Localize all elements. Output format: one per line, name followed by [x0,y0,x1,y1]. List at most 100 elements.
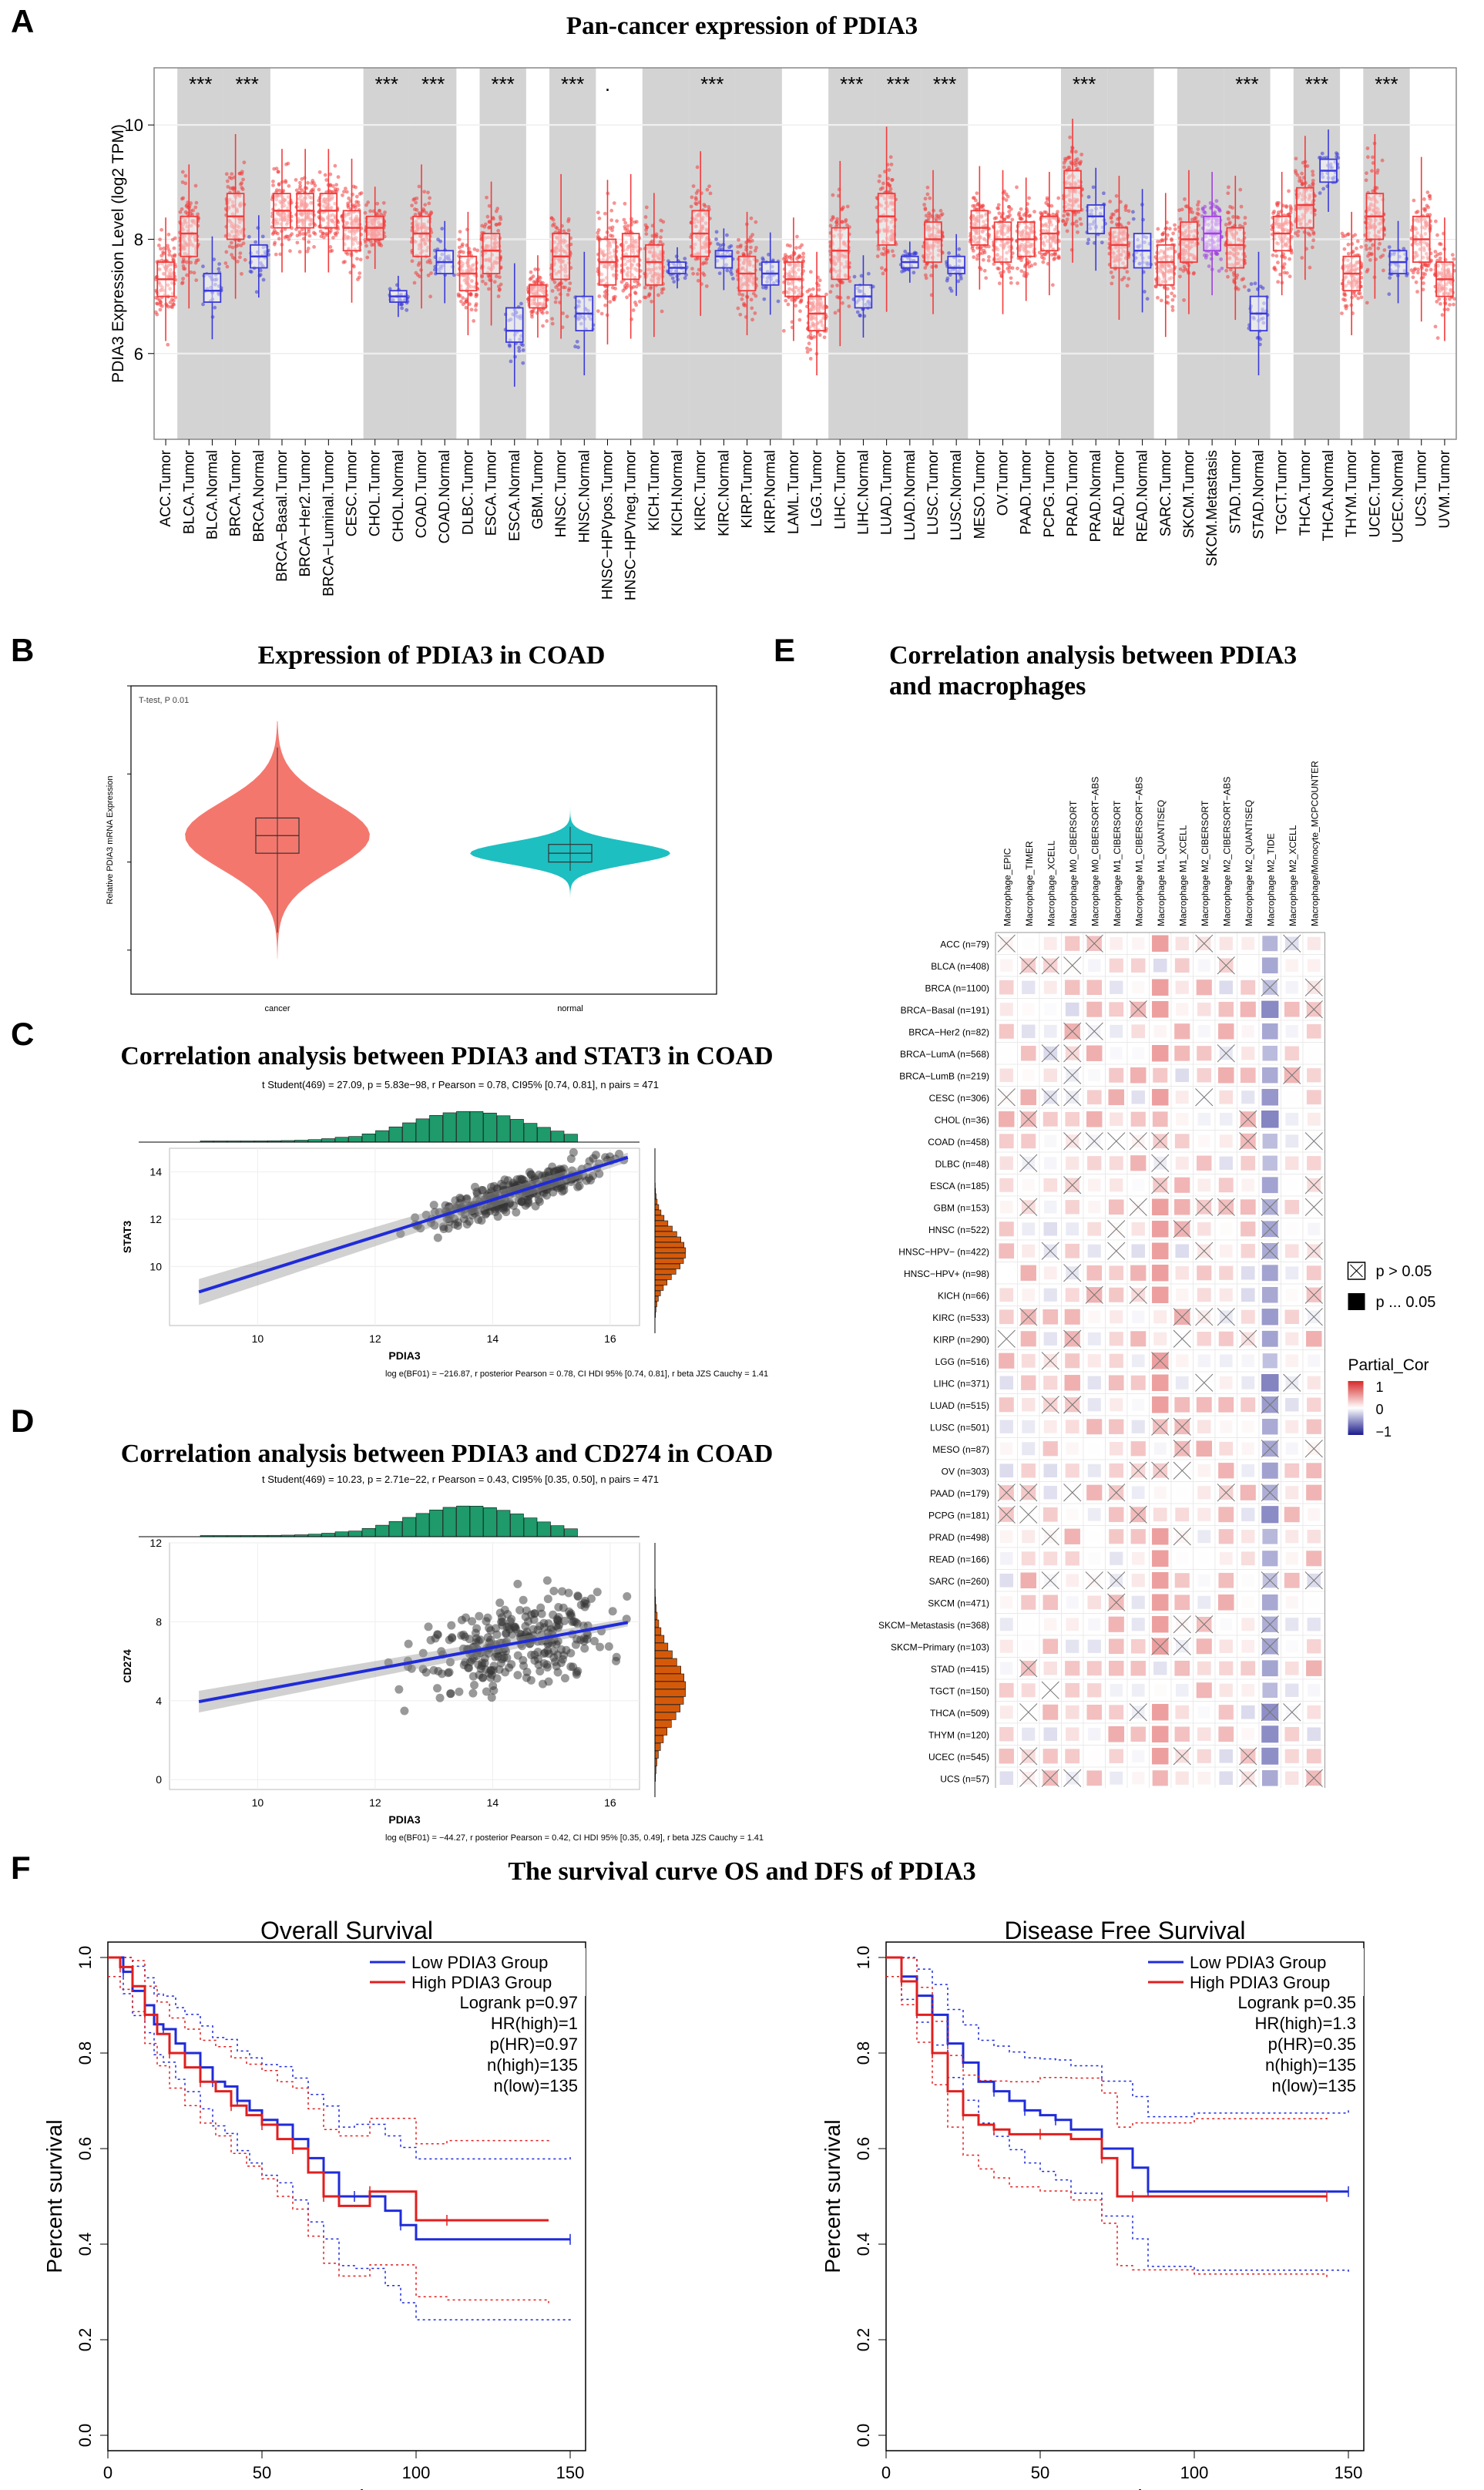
data-point [1288,257,1292,261]
box [1180,221,1198,264]
data-point [1051,212,1056,217]
data-point [487,220,492,224]
data-point [364,244,368,248]
data-point [499,282,503,287]
data-point [1253,281,1257,286]
data-point [1228,204,1232,209]
data-point [1039,255,1044,260]
data-point [521,343,525,348]
data-point [1009,276,1013,281]
shade-band [1060,68,1108,439]
data-point [201,264,205,269]
data-point [1195,211,1200,216]
x-tick-label: BRCA−Her2.Tumor [297,449,314,576]
data-point [366,200,371,204]
data-point [260,234,265,239]
data-point [565,314,569,319]
data-point [1016,266,1019,271]
data-point [1073,158,1078,163]
data-point [808,348,813,352]
data-point [811,287,815,291]
data-point [822,335,827,340]
data-point [781,257,786,261]
data-point [784,298,788,303]
data-point [1170,304,1175,309]
x-tick-label: READ.Tumor [1111,449,1127,536]
data-point [272,166,277,171]
data-point [180,170,185,174]
data-point [1415,271,1420,275]
data-point [227,175,232,180]
data-point [690,195,694,200]
data-point [1170,237,1173,241]
data-point [636,281,640,286]
data-point [1110,281,1114,286]
data-point [1249,282,1254,286]
data-point [922,203,927,207]
data-point [468,302,472,306]
data-point [1044,200,1049,205]
data-point [170,297,174,302]
data-point [171,257,176,262]
data-point [496,229,501,233]
data-point [1196,203,1200,207]
box [877,193,896,246]
x-tick-label: BRCA.Tumor [228,449,244,536]
data-point [1178,267,1183,271]
data-point [240,170,244,174]
data-point [1258,337,1263,341]
box [1086,204,1105,234]
data-point [1108,200,1113,203]
data-point [702,203,707,207]
data-point [797,245,802,250]
data-point [1131,217,1136,221]
x-tick-label: LUSC.Normal [948,450,965,540]
data-point [414,271,418,275]
data-point [355,257,359,261]
data-point [996,267,1001,271]
data-point [1110,220,1114,224]
data-point [554,285,559,289]
data-point [496,294,501,298]
data-point [1412,198,1416,203]
data-point [1340,231,1345,236]
data-point [1196,207,1200,211]
data-point [561,311,566,315]
data-point [1145,297,1150,301]
data-point [1335,151,1338,156]
data-point [1029,264,1034,267]
data-point [1247,288,1251,293]
data-point [278,252,283,257]
data-point [1170,297,1175,302]
data-point [1004,198,1009,202]
x-tick-label: ESCA.Tumor [484,449,500,536]
x-tick-label: THCA.Tumor [1298,449,1314,536]
data-point [623,220,628,225]
data-point [1172,294,1177,298]
data-point [1364,244,1368,248]
data-point [994,216,999,220]
data-point [346,203,351,207]
data-point [185,273,189,277]
data-point [335,230,339,235]
data-point [469,307,474,312]
y-tick-label: 10 [125,116,143,135]
data-point [343,186,347,191]
data-point [1425,190,1430,195]
data-point [597,217,602,220]
data-point [1423,272,1427,277]
data-point [738,312,743,317]
data-point [231,186,236,190]
data-point [1274,267,1278,272]
data-point [400,306,405,311]
data-point [1041,260,1046,264]
data-point [957,247,962,251]
data-point [1126,209,1131,213]
data-point [1422,197,1426,201]
data-point [1295,234,1300,237]
y-axis-label: PDIA3 Expression Level (log2 TPM) [109,124,127,383]
data-point [354,205,358,210]
data-point [596,234,600,239]
data-point [817,284,821,287]
data-point [1422,207,1426,211]
